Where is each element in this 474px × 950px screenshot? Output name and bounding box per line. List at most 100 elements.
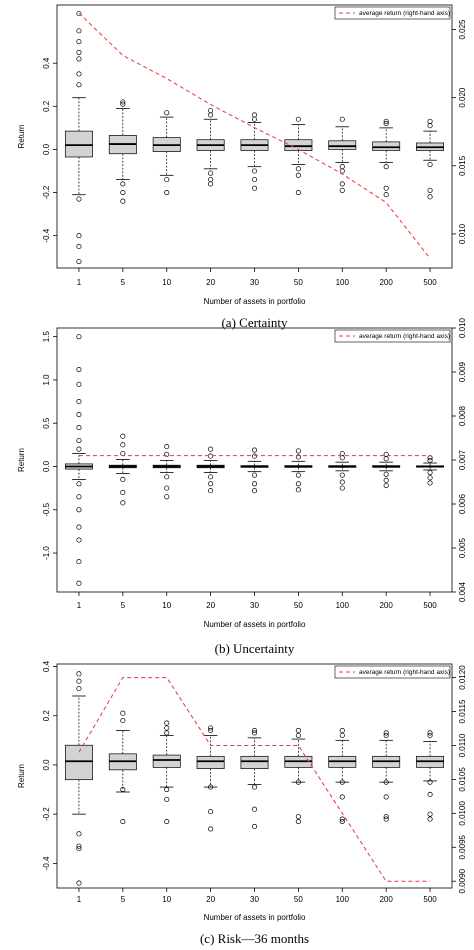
- outlier: [339, 732, 345, 738]
- outlier: [208, 809, 214, 815]
- outlier: [164, 786, 170, 793]
- outlier: [251, 112, 258, 118]
- outlier: [76, 671, 82, 677]
- outlier: [339, 168, 345, 174]
- outlier: [76, 559, 82, 565]
- outlier: [120, 198, 126, 204]
- outlier: [339, 794, 345, 800]
- outlier: [208, 181, 214, 187]
- outlier: [164, 720, 170, 726]
- outlier: [427, 811, 433, 817]
- x-tick-label: 200: [379, 601, 393, 610]
- y-axis-label: Return: [17, 124, 26, 148]
- outlier: [295, 481, 301, 487]
- x-tick-label: 10: [162, 601, 171, 610]
- outlier: [339, 485, 345, 491]
- outlier: [76, 537, 82, 543]
- y2-tick-label: 0.0105: [458, 767, 467, 792]
- legend-box: [334, 329, 451, 343]
- y-tick-label: 0.0: [42, 759, 51, 771]
- box: [372, 141, 401, 151]
- y-tick-label: 0.5: [42, 417, 51, 429]
- x-tick-label: 500: [423, 601, 437, 610]
- outlier: [76, 39, 82, 45]
- outlier: [76, 446, 82, 452]
- x-tick-label: 1: [77, 601, 82, 610]
- x-tick-label: 500: [423, 895, 437, 904]
- outlier: [383, 732, 389, 738]
- y-tick-label: 0.0: [42, 143, 51, 155]
- caption: (b) Uncertainty: [215, 641, 295, 656]
- outlier: [120, 476, 126, 483]
- outlier: [164, 796, 170, 802]
- outlier: [295, 727, 301, 734]
- outlier: [339, 187, 345, 193]
- x-tick-label: 20: [206, 278, 215, 287]
- y2-tick-label: 0.005: [458, 537, 467, 558]
- outlier: [295, 487, 301, 493]
- outlier: [208, 108, 214, 114]
- y-tick-label: 0.0: [42, 460, 51, 472]
- outlier: [339, 472, 345, 478]
- outlier: [251, 177, 258, 183]
- y2-tick-label: 0.007: [458, 449, 467, 470]
- outlier: [295, 779, 301, 785]
- outlier: [76, 481, 82, 487]
- y-tick-label: 0.4: [42, 660, 51, 672]
- outlier: [76, 831, 82, 837]
- outlier: [383, 456, 389, 462]
- outlier: [339, 450, 345, 457]
- outlier: [251, 784, 258, 790]
- outlier: [295, 166, 301, 172]
- outlier: [76, 258, 82, 265]
- y-tick-label: 1.5: [42, 331, 51, 343]
- y-tick-label: 1.0: [42, 374, 51, 386]
- outlier: [295, 814, 301, 820]
- outlier: [427, 123, 433, 129]
- outlier: [208, 474, 214, 480]
- outlier: [76, 334, 82, 340]
- box: [284, 139, 313, 151]
- outlier: [120, 818, 126, 825]
- outlier: [383, 477, 389, 483]
- outlier: [164, 494, 170, 500]
- average-line: [78, 12, 431, 259]
- x-tick-label: 30: [250, 601, 259, 610]
- outlier: [208, 727, 214, 734]
- outlier: [76, 82, 82, 88]
- outlier: [120, 442, 126, 448]
- outlier: [164, 474, 170, 480]
- y-tick-label: -0.4: [42, 856, 51, 870]
- box: [64, 744, 93, 781]
- legend-label: average return (right-hand axis): [359, 10, 450, 17]
- x-tick-label: 30: [250, 895, 259, 904]
- y2-tick-label: 0.025: [458, 19, 467, 40]
- outlier: [120, 718, 126, 724]
- outlier: [383, 118, 389, 124]
- outlier: [76, 11, 82, 17]
- outlier: [251, 481, 258, 487]
- outlier: [76, 399, 82, 405]
- outlier: [76, 494, 82, 500]
- outlier: [120, 433, 126, 439]
- outlier: [76, 507, 82, 513]
- y2-tick-label: 0.010: [458, 223, 467, 244]
- outlier: [295, 472, 301, 478]
- outlier: [120, 786, 126, 793]
- outlier: [427, 791, 433, 798]
- outlier: [120, 489, 126, 496]
- outlier: [251, 447, 258, 453]
- outlier: [383, 816, 389, 822]
- x-tick-label: 20: [206, 601, 215, 610]
- outlier: [76, 437, 82, 444]
- outlier: [76, 580, 82, 586]
- x-tick-label: 1: [77, 895, 82, 904]
- outlier: [339, 479, 345, 485]
- x-axis-label: Number of assets in portfolio: [204, 297, 306, 306]
- outlier: [76, 196, 82, 202]
- box: [328, 140, 357, 150]
- x-tick-label: 100: [336, 601, 350, 610]
- outlier: [339, 164, 345, 170]
- y2-tick-label: 0.010: [458, 317, 467, 338]
- x-tick-label: 100: [336, 895, 350, 904]
